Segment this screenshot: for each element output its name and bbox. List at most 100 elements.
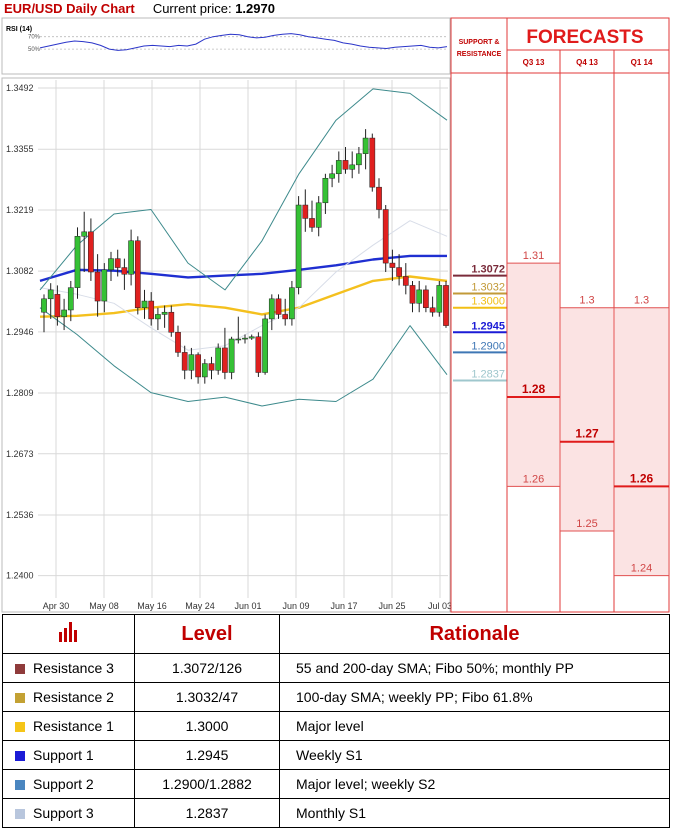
table-row: Resistance 3 1.3072/126 55 and 200-day SMA…: [2, 653, 670, 683]
candle-body: [54, 294, 61, 317]
candle-body: [376, 186, 382, 210]
candle-body: [409, 285, 416, 304]
rsi-panel-frame: [1, 17, 451, 75]
candle-body: [94, 271, 101, 302]
level-name-cell: Support 2: [2, 769, 135, 799]
candle-body: [362, 137, 369, 154]
candle-body: [342, 160, 349, 170]
rsi-tick-label: 70%: [28, 35, 41, 41]
forecast-value-label: 1.31: [523, 250, 544, 262]
candle-body: [47, 289, 54, 300]
indicator-line-1: [39, 275, 448, 318]
table-row: Resistance 1 1.3000 Major level: [2, 711, 670, 741]
candle-body: [228, 338, 235, 373]
forecast-value-label: 1.25: [576, 518, 597, 530]
level-label: 1.3000: [471, 296, 505, 308]
main-panel-frame: [1, 77, 451, 613]
candle-body: [356, 153, 362, 166]
date-tick-label: Apr 30: [43, 601, 70, 611]
candle-body: [108, 258, 114, 271]
candle-body: [101, 269, 108, 302]
indicator-line-2: [39, 220, 448, 351]
candle-body: [282, 314, 289, 320]
candle-body: [134, 240, 141, 308]
forecast-title: FORECASTS: [526, 27, 643, 48]
level-label: 1.3032: [471, 281, 505, 293]
candle-body: [195, 354, 201, 378]
candle-body: [302, 204, 309, 219]
candle-body: [416, 289, 423, 304]
level-rationale: 100-day SMA; weekly PP; Fibo 61.8%: [279, 682, 670, 712]
level-color-swatch: [15, 809, 25, 819]
date-tick-label: Jul 03: [428, 601, 452, 611]
candle-body: [222, 347, 228, 373]
level-label: 1.2900: [471, 340, 505, 352]
candle-body: [402, 276, 409, 286]
table-row: Support 2 1.2900/1.2882 Major level; weekl…: [2, 769, 670, 799]
forecast-quarter-label: Q4 13: [576, 58, 598, 67]
candle-body: [181, 352, 188, 371]
forecast-quarter-label: Q3 13: [523, 58, 545, 67]
table-header-row: Level Rationale: [2, 614, 670, 654]
candle-body: [369, 137, 376, 188]
current-price: 1.2970: [235, 1, 275, 16]
level-name-cell: Resistance 3: [2, 653, 135, 683]
level-rationale: Major level; weekly S2: [279, 769, 670, 799]
candle-body: [128, 240, 134, 275]
level-rationale: 55 and 200-day SMA; Fibo 50%; monthly PP: [279, 653, 670, 683]
date-tick-label: Jun 25: [378, 601, 405, 611]
forecast-range-bar: [615, 307, 668, 576]
level-value: 1.3000: [134, 711, 280, 741]
level-rationale: Major level: [279, 711, 670, 741]
candle-body: [289, 287, 295, 320]
date-tick-label: May 16: [137, 601, 167, 611]
table-row: Support 3 1.2837 Monthly S1: [2, 798, 670, 828]
chart-header: EUR/USD Daily Chart Current price: 1.297…: [4, 1, 275, 16]
candle-body: [81, 231, 88, 237]
candle-body: [208, 363, 215, 371]
candle-body: [161, 311, 168, 315]
table-row: Resistance 2 1.3032/47 100-day SMA; weekly…: [2, 682, 670, 712]
rsi-label: RSI (14): [6, 26, 32, 33]
levels-table: Level Rationale Resistance 3 1.3072/126 55…: [2, 614, 670, 828]
candle-body: [114, 258, 121, 268]
date-tick-label: Jun 09: [282, 601, 309, 611]
candle-body: [335, 160, 342, 175]
candle-body: [248, 336, 255, 339]
candle-body: [389, 262, 396, 268]
date-tick-label: Jun 01: [234, 601, 261, 611]
price-tick-label: 1.3219: [6, 205, 34, 215]
candle-body: [396, 267, 402, 277]
forecast-value-label: 1.28: [522, 382, 546, 396]
candle-body: [148, 300, 155, 320]
level-color-swatch: [15, 693, 25, 703]
candle-body: [61, 309, 67, 317]
price-tick-label: 1.2536: [6, 510, 34, 520]
level-value: 1.2945: [134, 740, 280, 770]
indicator-line-0: [39, 254, 447, 283]
level-name: Support 2: [33, 776, 94, 792]
candle-body: [74, 236, 81, 288]
level-color-swatch: [15, 780, 25, 790]
indicator-line-4: [39, 307, 448, 407]
candle-body: [423, 289, 429, 308]
forecast-value-label: 1.27: [575, 427, 599, 441]
candle-body: [309, 218, 315, 228]
candle-body: [215, 347, 222, 371]
forecast-range-bar: [508, 263, 559, 487]
chart-title: EUR/USD Daily Chart: [4, 1, 135, 16]
price-tick-label: 1.2809: [6, 388, 34, 398]
price-tick-label: 1.3492: [6, 83, 34, 93]
table-header-level: Level: [134, 614, 280, 654]
forecast-value-label: 1.3: [634, 295, 649, 307]
bar-chart-icon: [58, 622, 77, 642]
level-rationale: Weekly S1: [279, 740, 670, 770]
price-tick-label: 1.2400: [6, 571, 34, 581]
table-row: Support 1 1.2945 Weekly S1: [2, 740, 670, 770]
indicator-line-3: [39, 88, 448, 291]
price-label: Current price:: [152, 1, 232, 16]
rsi-tick-label: 50%: [28, 47, 41, 53]
candle-body: [141, 300, 148, 308]
level-value: 1.2900/1.2882: [134, 769, 280, 799]
